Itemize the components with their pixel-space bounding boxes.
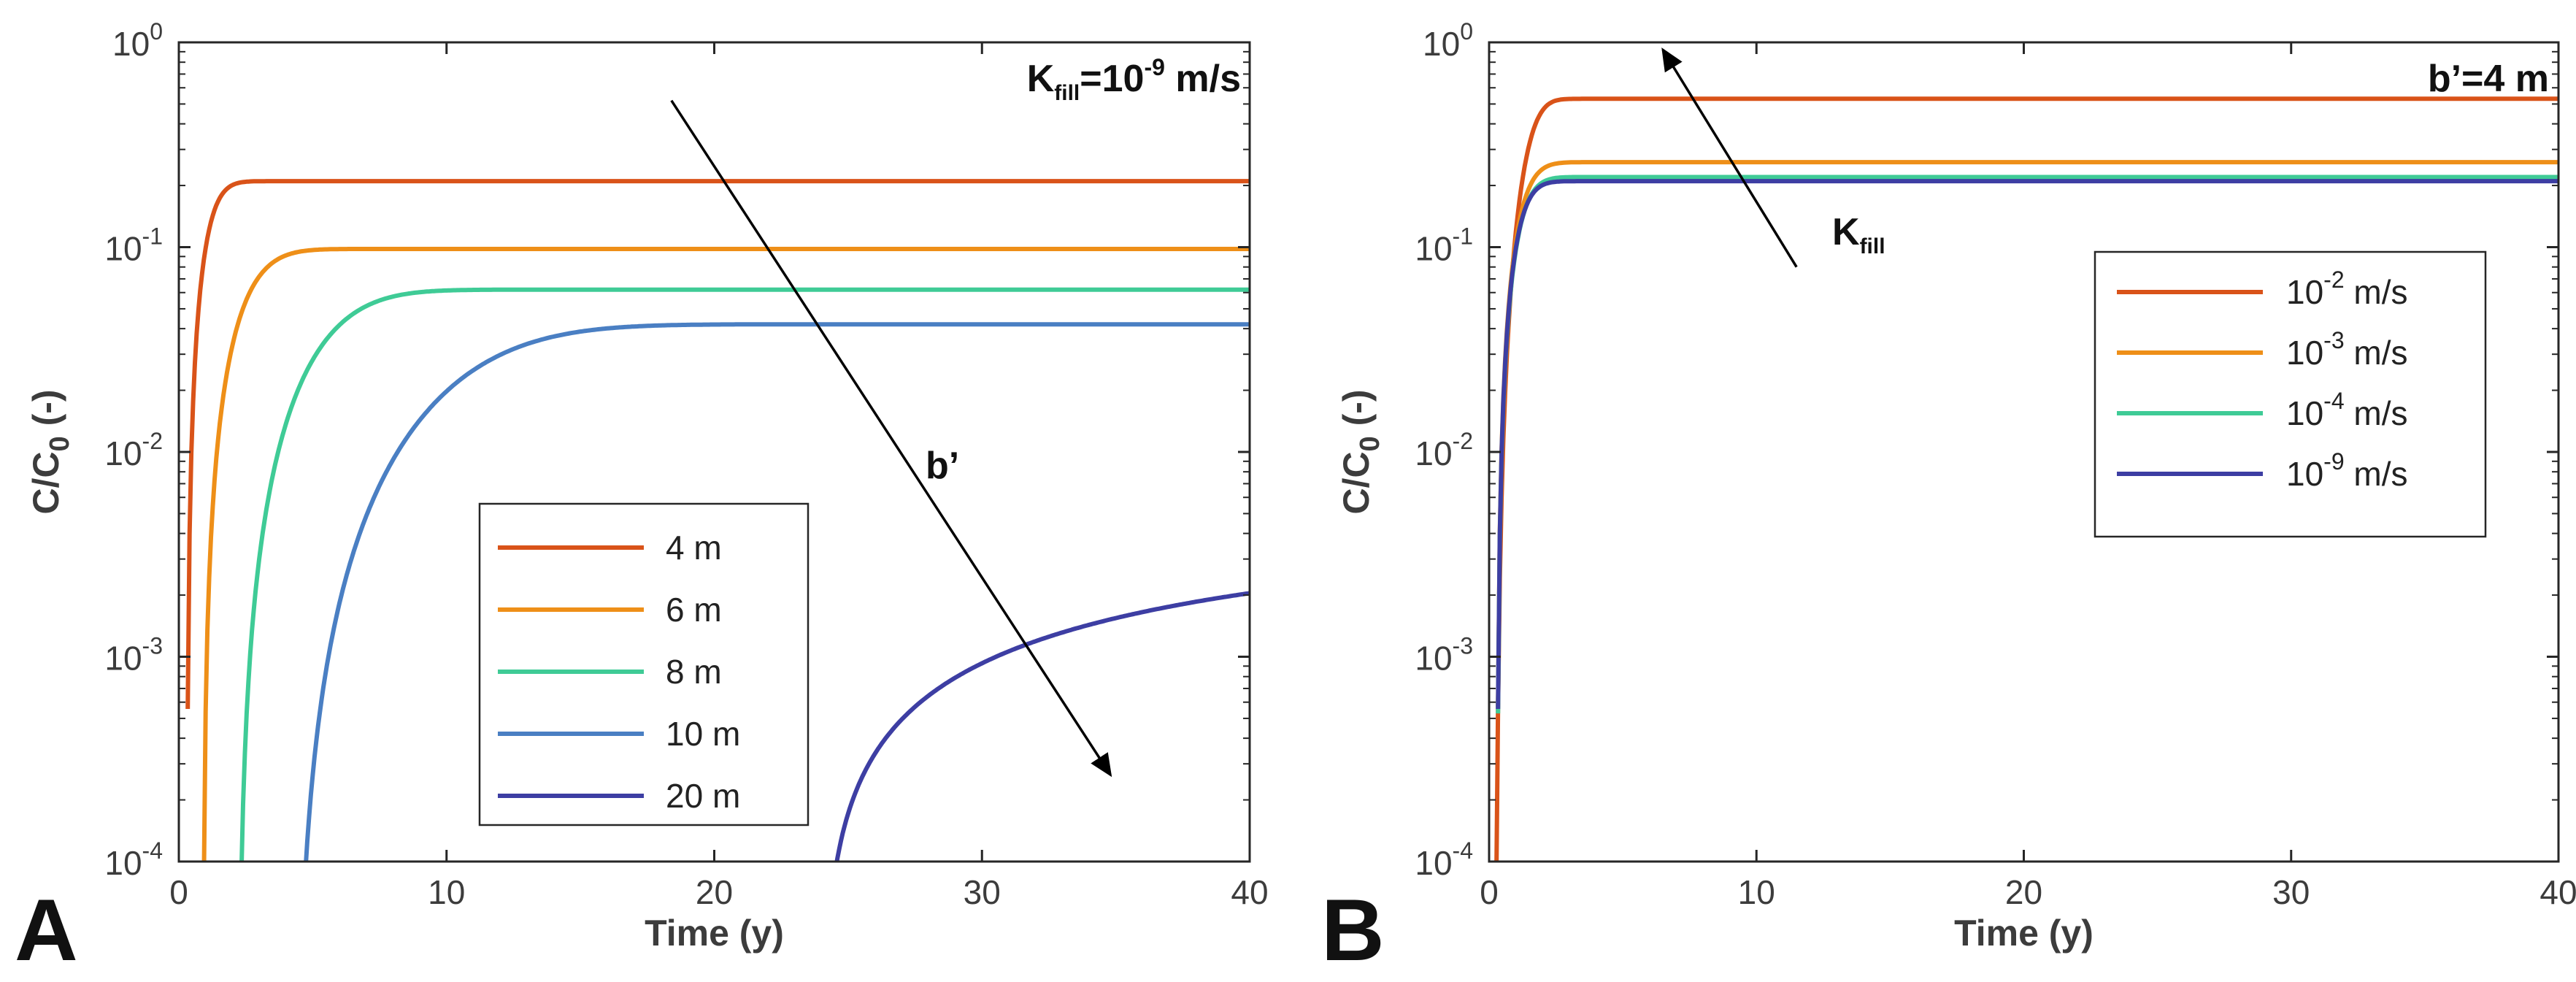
panel-a-legend-label: 8 m [666,653,722,691]
panel-b-kfill-arrow: Kfill [1661,47,1885,268]
panel-b-y-tick-label: 10-4 [1415,837,1473,882]
panel-b: 0 10 20 30 40 10-4 10-3 10-2 10-1 100 Kfill 10-2 … [1321,18,2576,979]
panel-b-series-line-1 [1494,96,2558,862]
panel-a-series-line-1 [185,179,1250,710]
panel-a-legend: 4 m 6 m 8 m 10 m 20 m [478,502,810,826]
panel-b-legend-label: 10-3 m/s [2286,327,2408,372]
panel-b-ticks [1488,41,2560,863]
panel-a-x-tick-label: 20 [696,873,733,911]
panel-a-x-tick-label: 10 [428,873,465,911]
panel-b-x-tick-label: 40 [2540,873,2576,911]
panel-a-y-tick-label: 10-2 [104,428,163,472]
panel-a-series-lines [185,179,1250,862]
panel-a-x-axis-title: Time (y) [645,913,784,954]
panel-a-x-tick-label: 30 [964,873,1001,911]
panel-a-y-tick-label: 100 [112,18,163,63]
panel-b-legend-box [2094,250,2487,538]
panel-a-arrow-label: b’ [926,445,959,487]
panel-b-annotation: b’=4 m [2428,58,2549,100]
panel-a-ticks [177,41,1251,863]
panel-b-x-tick-label: 20 [2005,873,2042,911]
panel-a-legend-label: 20 m [666,777,740,815]
panel-a-b-prime-arrow: b’ [670,99,1112,778]
panel-a-arrow-line [670,99,1112,778]
panel-b-legend: 10-2 m/s 10-3 m/s 10-4 m/s 10-9 m/s [2094,250,2487,538]
panel-b-tick-labels: 0 10 20 30 40 10-4 10-3 10-2 10-1 100 [1415,18,2576,911]
panel-b-x-tick-label: 10 [1738,873,1775,911]
panel-a-x-tick-label: 0 [169,873,188,911]
panel-b-panel-letter: B [1321,881,1385,979]
panel-a-y-tick-label: 10-3 [104,633,163,678]
panel-a-legend-label: 6 m [666,591,722,629]
panel-a-legend-label: 10 m [666,715,740,753]
panel-a-series-line-5 [834,591,1250,862]
panel-b-y-tick-label: 10-3 [1415,633,1473,678]
panel-b-legend-label: 10-2 m/s [2286,266,2408,311]
panel-a-y-tick-label: 10-1 [104,223,163,268]
panel-b-text: Time (y) C/C0 (-) Bb’=4 m [1321,58,2549,979]
panel-b-arrow-label: Kfill [1832,211,1885,258]
panel-b-x-tick-label: 30 [2272,873,2310,911]
panel-b-y-tick-label: 10-1 [1415,223,1473,268]
panel-b-legend-label: 10-9 m/s [2286,448,2408,493]
panel-a-legend-label: 4 m [666,529,722,567]
panel-a-x-tick-label: 40 [1231,873,1268,911]
panel-a-y-tick-label: 10-4 [104,837,163,882]
panel-b-x-tick-label: 0 [1480,873,1499,911]
panel-b-y-tick-label: 100 [1423,18,1473,63]
panel-b-series-line-2 [1496,160,2558,707]
panel-a-series-line-3 [239,287,1250,862]
panel-b-arrow-line [1661,47,1798,268]
panel-a-legend-box [478,502,810,826]
panel-a-series-line-4 [304,322,1250,862]
panel-a-tick-labels: 0 10 20 30 40 10-4 10-3 10-2 10-1 100 [104,18,1268,911]
panel-a-series-line-2 [201,247,1250,862]
panel-a-text: Time (y) C/C0 (-) A Kfill=10-9 m/s [15,54,1241,979]
panel-a-panel-letter: A [15,881,78,979]
panel-a-annotation: Kfill=10-9 m/s [1027,54,1241,105]
panel-b-x-axis-title: Time (y) [1954,913,2094,954]
panel-a: 0 10 20 30 40 10-4 10-3 10-2 10-1 100 b’ 4 m 6 m 8 … [15,18,1269,979]
panel-b-series-line-3 [1496,174,2558,714]
panel-b-series-lines [1494,96,2558,862]
panel-b-y-axis-title: C/C0 (-) [1336,389,1385,514]
panel-b-series-line-4 [1496,179,2558,710]
panel-b-y-tick-label: 10-2 [1415,428,1473,472]
panel-b-legend-label: 10-4 m/s [2286,388,2408,432]
panel-a-y-axis-title: C/C0 (-) [26,389,75,514]
